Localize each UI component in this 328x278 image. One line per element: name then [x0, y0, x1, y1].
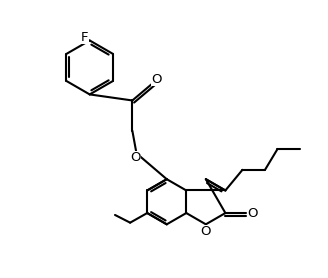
Text: O: O: [247, 207, 257, 220]
Text: O: O: [131, 151, 141, 164]
Text: O: O: [201, 225, 211, 238]
Text: F: F: [81, 31, 89, 44]
Text: O: O: [151, 73, 162, 86]
